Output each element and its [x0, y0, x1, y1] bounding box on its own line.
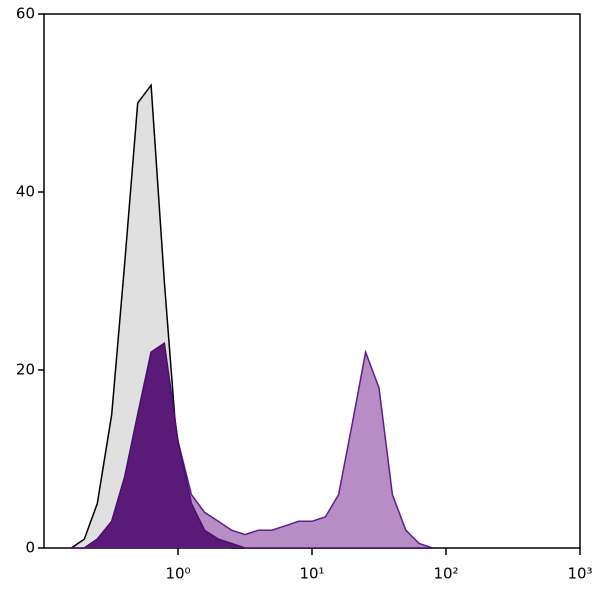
histogram-outline: [71, 342, 433, 549]
histogram-area: [71, 343, 433, 548]
y-tick-label: 20: [16, 361, 35, 379]
y-tick-label: 0: [25, 539, 35, 557]
y-tick-label: 40: [16, 183, 35, 201]
x-tick-label: 10¹: [299, 565, 324, 583]
x-tick-label: 10²: [433, 565, 458, 583]
x-tick-label: 10⁰: [165, 565, 190, 583]
x-tick-label: 10³: [567, 565, 592, 583]
y-tick-label: 60: [16, 5, 35, 23]
